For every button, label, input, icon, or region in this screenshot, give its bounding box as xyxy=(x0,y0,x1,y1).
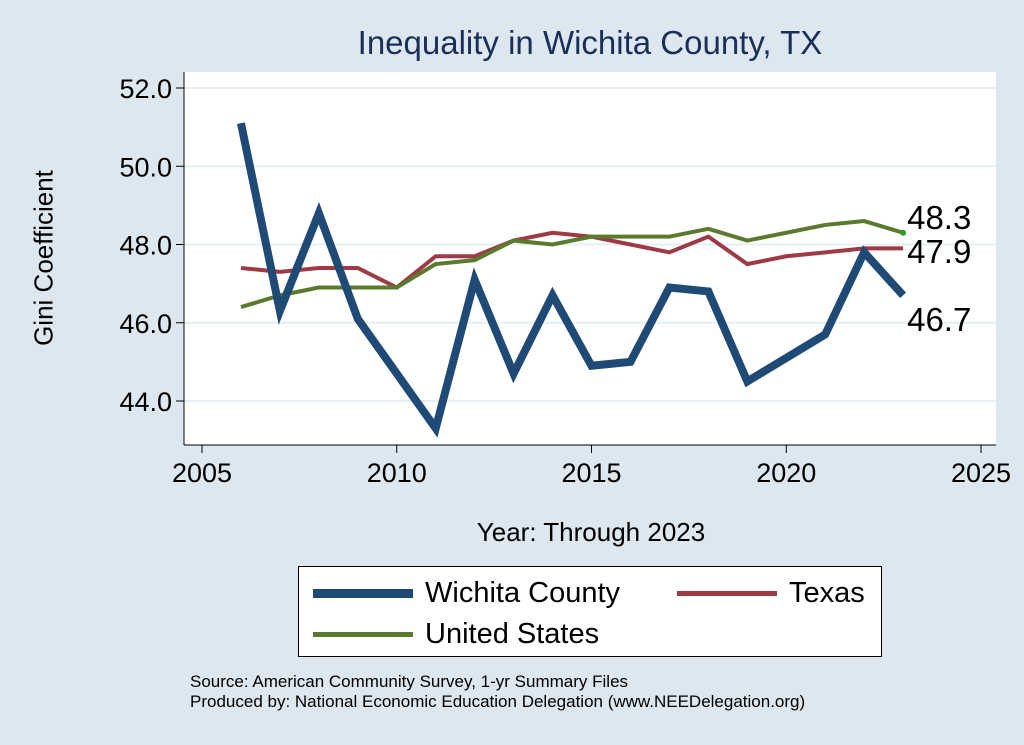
x-tick-label: 2010 xyxy=(367,458,427,488)
y-tick-label: 52.0 xyxy=(119,74,172,104)
end-labels: 48.347.9 46.7 xyxy=(907,199,971,338)
x-tick-label: 2005 xyxy=(172,458,232,488)
end-label-texas: 47.9 xyxy=(907,233,971,270)
axes: 44.0 46.0 48.0 50.0 52.0 2005 2010 2015 2020 2025 xyxy=(119,72,1011,488)
legend-swatch-texas xyxy=(677,591,777,596)
legend-label-us: United States xyxy=(425,618,600,650)
y-axis-title: Gini Coefficient xyxy=(28,170,59,346)
footnote-produced-by: Produced by: National Economic Education… xyxy=(190,692,806,711)
x-tick-label: 2015 xyxy=(561,458,621,488)
series-line-texas xyxy=(240,230,904,290)
series-layer xyxy=(237,122,907,438)
y-tick-label: 44.0 xyxy=(119,387,172,417)
legend-item-texas: Texas xyxy=(677,577,865,610)
x-tick-label: 2025 xyxy=(951,458,1011,488)
legend-label-texas: Texas xyxy=(789,577,865,609)
legend-swatch-us xyxy=(313,632,413,637)
series-end-point-us xyxy=(900,229,907,236)
footnote-source: Source: American Community Survey, 1-yr … xyxy=(190,672,629,691)
legend-label-wichita: Wichita County xyxy=(425,577,621,609)
series-line-us xyxy=(240,218,904,310)
x-axis-title: Year: Through 2023 xyxy=(476,517,706,547)
y-tick-label: 50.0 xyxy=(119,152,172,182)
end-label-us: 48.3 xyxy=(907,199,971,236)
end-label-wichita: 46.7 xyxy=(907,301,971,338)
legend-item-wichita: Wichita County xyxy=(313,577,620,610)
gridlines xyxy=(184,87,996,402)
y-tick-label: 46.0 xyxy=(119,309,172,339)
chart-title: Inequality in Wichita County, TX xyxy=(357,24,823,61)
legend-swatch-wichita xyxy=(313,589,413,598)
x-tick-label: 2020 xyxy=(756,458,816,488)
legend-item-us: United States xyxy=(313,618,599,651)
series-line-wichita xyxy=(237,122,907,438)
y-tick-label: 48.0 xyxy=(119,231,172,261)
legend: Wichita County Texas United States xyxy=(298,566,882,657)
